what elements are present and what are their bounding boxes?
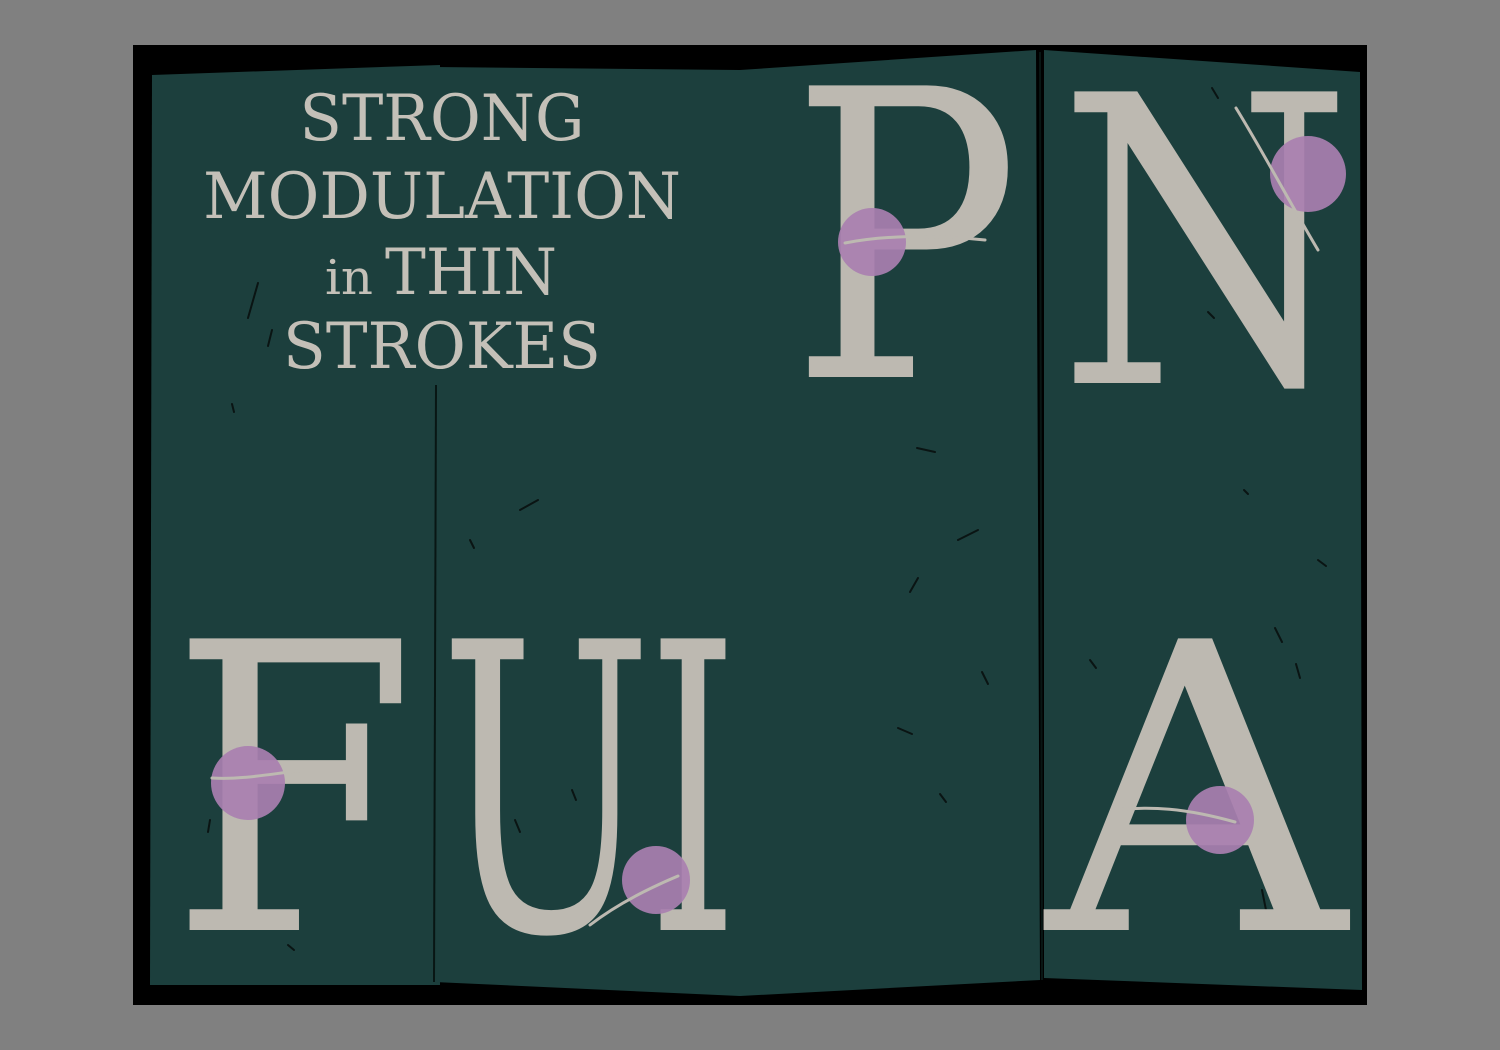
letter-i: I xyxy=(648,560,738,1025)
dot-f xyxy=(211,746,285,820)
paper-panel-right xyxy=(1044,50,1362,990)
letter-n: N xyxy=(1058,13,1352,478)
headline-line-3: THIN xyxy=(385,236,557,310)
paper-panel-center xyxy=(434,50,1040,996)
letter-u: U xyxy=(440,560,652,1025)
dot-u xyxy=(622,846,690,914)
fold-line-1 xyxy=(433,384,437,983)
dot-a xyxy=(1186,786,1254,854)
dot-n xyxy=(1270,136,1346,212)
headline-line-4: STROKES xyxy=(283,310,601,384)
paper-scratches xyxy=(207,87,1327,951)
hairline-strokes xyxy=(210,106,1320,927)
paper-panel-left xyxy=(150,65,440,985)
letter-f: F xyxy=(170,560,416,1025)
accent-dots xyxy=(211,136,1346,914)
headline-line-2: MODULATION xyxy=(203,160,681,234)
letter-a: A xyxy=(1040,560,1352,1025)
fold-line-2 xyxy=(1039,51,1043,981)
dot-p xyxy=(838,208,906,276)
headline-line-3-small: in xyxy=(325,250,373,306)
headline-line-1: STRONG xyxy=(300,82,585,156)
